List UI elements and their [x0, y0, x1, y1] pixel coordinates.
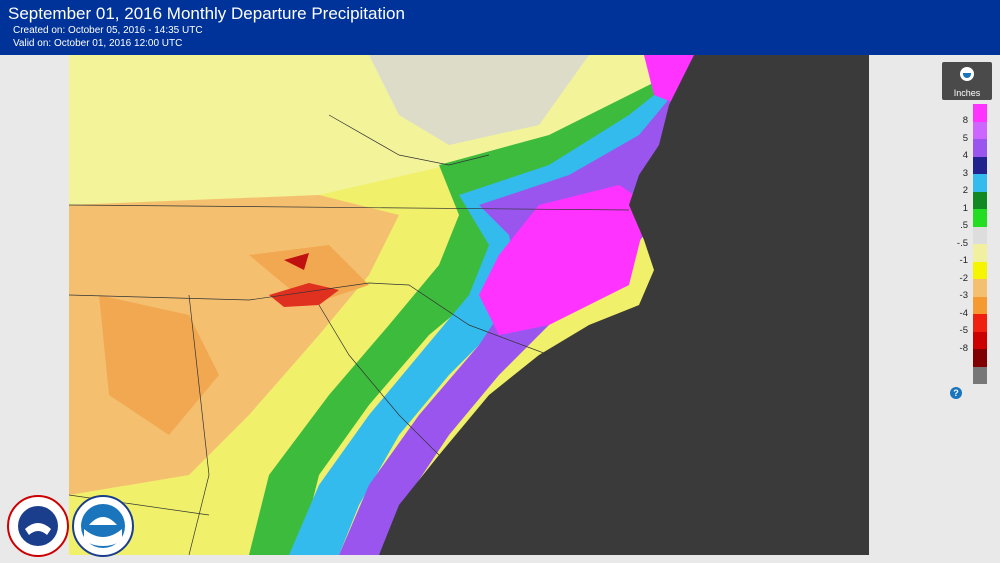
help-icon[interactable]: ?	[950, 387, 962, 399]
legend-label: -4	[959, 307, 968, 319]
page-title: September 01, 2016 Monthly Departure Pre…	[8, 4, 405, 23]
region-orange-1	[99, 295, 219, 435]
region-red-2	[284, 253, 309, 270]
legend-label: 4	[962, 150, 968, 161]
legend-swatch	[973, 349, 987, 367]
legend-label: 5	[962, 132, 968, 144]
legend-swatch	[973, 366, 987, 384]
legend-swatch	[973, 261, 987, 279]
legend-label: -1	[959, 255, 968, 266]
legend-label: 3	[962, 167, 968, 179]
legend-label: -5	[959, 325, 968, 336]
nws-logo	[7, 495, 69, 557]
legend-label: 8	[962, 115, 968, 126]
created-timestamp: Created on: October 05, 2016 - 14:35 UTC	[13, 25, 203, 36]
header-bar: September 01, 2016 Monthly Departure Pre…	[0, 0, 1000, 55]
legend-swatch	[973, 226, 987, 244]
ocean	[379, 55, 869, 555]
legend-label: -3	[959, 290, 968, 301]
region-red-1	[269, 283, 339, 307]
legend-header: Inches	[942, 62, 992, 100]
legend-units: Inches	[953, 88, 981, 98]
legend-swatch	[973, 174, 987, 192]
legend-label: -2	[959, 272, 968, 284]
legend-swatch	[973, 331, 987, 349]
region-magenta-1	[479, 185, 649, 335]
legend-swatch	[973, 314, 987, 332]
noaa-logo	[72, 495, 134, 557]
legend-color-bar	[973, 104, 987, 384]
legend-label: -.5	[956, 237, 968, 249]
legend-label: 1	[962, 202, 968, 214]
legend-swatch	[973, 156, 987, 174]
legend-swatch	[973, 139, 987, 157]
legend-label: .5	[960, 220, 968, 231]
legend-labels: 8 5 4 3 2 1 .5 -.5 -1 -2 -3 -4 -5 -8	[940, 104, 968, 357]
legend-swatch	[973, 279, 987, 297]
legend-label: 2	[962, 185, 968, 196]
legend-swatch	[973, 296, 987, 314]
legend-swatch	[973, 209, 987, 227]
legend-swatch	[973, 121, 987, 139]
region-grey	[369, 55, 589, 145]
state-borders	[69, 114, 630, 555]
precipitation-map[interactable]	[69, 55, 869, 555]
legend-swatch	[973, 191, 987, 209]
legend-label: -8	[959, 342, 968, 354]
legend-swatch	[973, 104, 987, 122]
legend-swatch	[973, 244, 987, 262]
valid-timestamp: Valid on: October 01, 2016 12:00 UTC	[13, 38, 183, 49]
map-canvas	[69, 55, 869, 555]
noaa-mini-icon	[960, 67, 974, 81]
